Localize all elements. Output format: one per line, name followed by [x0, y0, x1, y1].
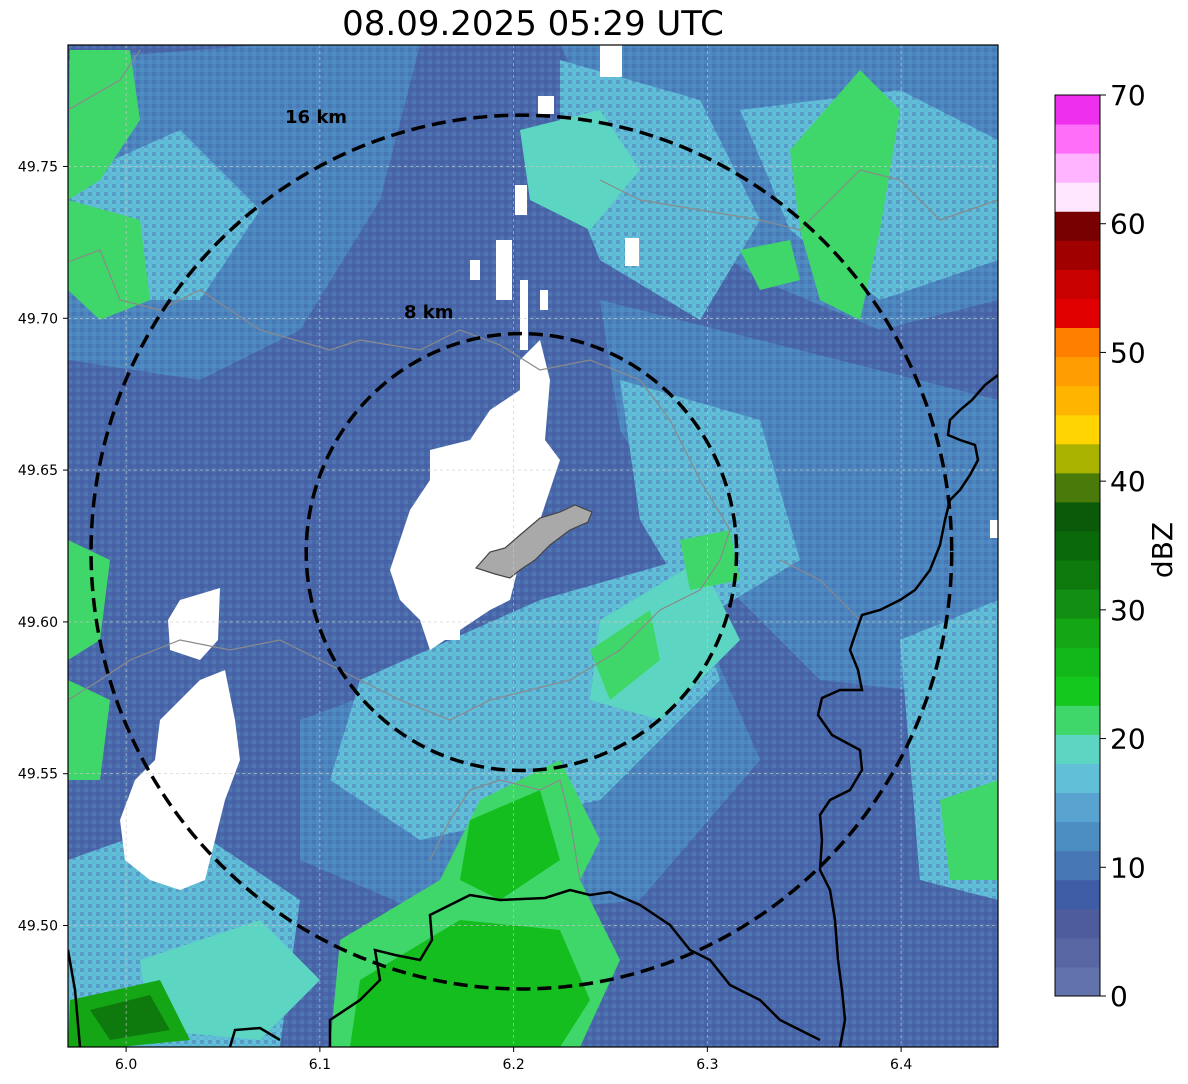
reflectivity-field — [68, 45, 998, 1047]
ring-label-8km: 8 km — [404, 302, 454, 323]
colorbar-segment — [1055, 763, 1100, 794]
range-ring — [89, 113, 954, 991]
colorbar-segment — [1055, 618, 1100, 648]
colorbar-segment — [1055, 269, 1100, 299]
y-tick-label: 49.50 — [18, 919, 58, 935]
colorbar-segment — [1055, 501, 1100, 532]
colorbar-frame — [1054, 94, 1101, 997]
colorbar-segment — [1055, 472, 1100, 503]
map-title: 08.09.2025 05:29 UTC — [342, 4, 724, 44]
colorbar-segment — [1055, 414, 1100, 445]
colorbar-segment — [1055, 240, 1100, 270]
colorbar-tick-label: 60 — [1110, 208, 1146, 241]
colorbar-segment — [1055, 356, 1100, 387]
colorbar-segment — [1055, 327, 1100, 358]
y-tick-label: 49.75 — [18, 159, 58, 175]
colorbar-segment — [1055, 676, 1100, 706]
colorbar-segment — [1055, 879, 1100, 910]
colorbar-segment — [1055, 153, 1100, 183]
colorbar-segment — [1055, 95, 1100, 125]
colorbar-segment — [1055, 124, 1100, 154]
colorbar-segment — [1055, 560, 1100, 590]
colorbar-tick-label: 70 — [1110, 79, 1146, 112]
colorbar-tick-label: 30 — [1110, 594, 1146, 627]
x-tick-label: 6.3 — [696, 1057, 718, 1073]
y-axis: 49.50 49.55 49.60 49.65 49.70 49.75 — [18, 159, 68, 935]
colorbar-segment — [1055, 385, 1100, 416]
colorbar-segment — [1055, 530, 1100, 561]
colorbar-tick-label: 0 — [1110, 980, 1128, 1013]
colorbar-tick-label: 10 — [1110, 851, 1146, 884]
colorbar-segment — [1055, 792, 1100, 823]
colorbar-segment — [1055, 182, 1100, 212]
colorbar-label: dBZ — [1146, 522, 1179, 578]
colorbar-segment — [1055, 966, 1100, 997]
colorbar-segment — [1055, 908, 1100, 939]
x-tick-label: 6.0 — [115, 1057, 137, 1073]
colorbar-segment — [1055, 821, 1100, 852]
x-tick-label: 6.2 — [502, 1057, 524, 1073]
y-tick-label: 49.55 — [18, 767, 58, 783]
colorbar-segment — [1055, 589, 1100, 619]
colorbar: 0 10 20 30 40 50 60 70 — [1054, 79, 1146, 1013]
y-tick-label: 49.65 — [18, 463, 58, 479]
x-tick-label: 6.1 — [309, 1057, 331, 1073]
map-frame — [67, 44, 999, 1048]
colorbar-tick-label: 20 — [1110, 723, 1146, 756]
colorbar-segment — [1055, 937, 1100, 968]
colorbar-segment — [1055, 734, 1100, 764]
ring-label-16km: 16 km — [285, 107, 347, 128]
colorbar-tick-label: 50 — [1110, 336, 1146, 369]
colorbar-segment — [1055, 647, 1100, 677]
colorbar-segment — [1055, 211, 1100, 241]
colorbar-segment — [1055, 298, 1100, 329]
x-axis: 6.0 6.1 6.2 6.3 6.4 — [115, 1047, 912, 1073]
colorbar-segment — [1055, 850, 1100, 881]
x-tick-label: 6.4 — [890, 1057, 912, 1073]
colorbar-segment — [1055, 705, 1100, 735]
colorbar-segment — [1055, 443, 1100, 474]
y-tick-label: 49.60 — [18, 615, 58, 631]
y-tick-label: 49.70 — [18, 311, 58, 327]
range-ring — [304, 331, 739, 773]
colorbar-tick-label: 40 — [1110, 465, 1146, 498]
